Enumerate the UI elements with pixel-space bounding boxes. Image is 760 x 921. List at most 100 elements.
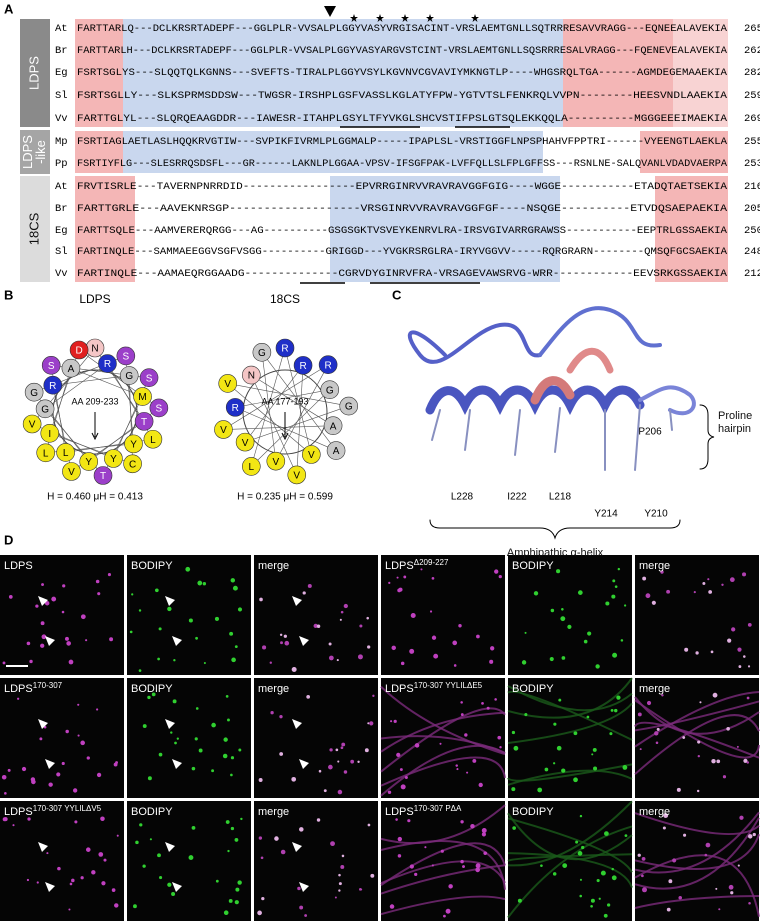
droplet <box>198 748 203 753</box>
droplet <box>743 758 748 763</box>
droplet <box>481 828 487 833</box>
species: Vv <box>55 268 68 280</box>
network <box>380 804 506 845</box>
droplet <box>490 646 495 651</box>
residue-letter: A <box>68 364 75 375</box>
droplet <box>604 831 609 836</box>
droplet <box>486 706 490 710</box>
droplet <box>35 604 39 608</box>
droplet <box>280 641 283 645</box>
droplet <box>97 592 101 596</box>
droplet <box>711 758 716 764</box>
panel-label-sup: 170-307 <box>33 681 63 690</box>
droplet <box>231 657 236 663</box>
droplet <box>335 748 339 752</box>
droplet <box>600 870 606 876</box>
droplet <box>157 657 160 661</box>
arrowhead <box>165 719 175 729</box>
droplet <box>66 641 71 646</box>
residue <box>139 368 159 388</box>
wheel-range: AA 209-233 <box>71 396 118 406</box>
droplet <box>560 616 566 622</box>
droplet <box>710 650 714 654</box>
droplet <box>639 748 642 751</box>
droplet <box>452 640 458 646</box>
wheel-title: 18CS <box>270 292 300 306</box>
droplet <box>460 713 464 716</box>
network <box>507 817 633 873</box>
droplet <box>234 838 239 842</box>
droplet <box>693 591 696 594</box>
droplet <box>372 694 375 697</box>
droplet <box>481 702 484 705</box>
sequence: FSRTSGLLY---SLKSPRMSDDSW---TWGSR-IRSHPLG… <box>77 90 728 102</box>
arrowhead <box>38 596 48 606</box>
panel-label: BODIPY <box>512 560 554 572</box>
droplet <box>660 570 664 574</box>
droplet <box>27 817 31 821</box>
droplet <box>712 692 718 698</box>
droplet <box>211 769 215 773</box>
droplet <box>583 639 588 644</box>
end-position: 212 <box>744 268 760 280</box>
droplet <box>41 634 47 640</box>
arrowhead <box>299 759 309 769</box>
end-position: 282 <box>744 67 760 79</box>
droplet <box>26 641 31 646</box>
droplet <box>133 904 137 909</box>
arrowhead <box>38 842 48 852</box>
residue <box>123 454 142 474</box>
droplet <box>651 600 656 605</box>
wheel-spoke <box>251 374 298 476</box>
panel-label: BODIPY <box>512 806 554 818</box>
arrowhead <box>292 719 302 729</box>
droplet <box>357 760 360 763</box>
droplet <box>513 745 519 751</box>
droplet <box>472 758 477 763</box>
droplet <box>715 887 718 890</box>
residue <box>56 443 75 462</box>
residue-letter: G <box>326 385 334 396</box>
droplet <box>338 882 342 886</box>
droplet <box>257 910 262 916</box>
droplet <box>478 782 483 788</box>
droplet <box>185 566 191 572</box>
residue-letter: V <box>68 467 75 478</box>
droplet <box>596 878 600 883</box>
residue <box>43 375 63 395</box>
residue <box>266 451 286 471</box>
droplet <box>737 864 740 867</box>
droplet <box>95 579 100 584</box>
wheel-spoke <box>251 389 330 467</box>
moment-arrowhead <box>281 432 289 441</box>
droplet <box>101 881 106 886</box>
wheel-spoke <box>284 347 312 455</box>
arrowhead <box>45 636 55 646</box>
panel-label: BODIPY <box>131 560 173 572</box>
arrowhead <box>172 759 182 769</box>
droplet <box>603 913 608 918</box>
micrograph <box>127 678 251 798</box>
droplet <box>291 776 297 782</box>
droplet <box>291 667 297 673</box>
droplet <box>329 748 333 752</box>
droplet <box>337 789 343 795</box>
residue-letter: V <box>242 438 249 449</box>
network <box>634 895 760 909</box>
droplet <box>431 635 437 640</box>
droplet <box>68 908 71 911</box>
droplet <box>695 651 699 655</box>
residue <box>218 374 238 393</box>
droplet <box>728 884 734 890</box>
droplet <box>524 713 528 717</box>
droplet <box>396 576 399 579</box>
droplet <box>367 722 370 725</box>
droplet <box>222 753 228 759</box>
panel-label: merge <box>258 806 289 818</box>
droplet <box>270 711 274 715</box>
sequence: FRVTISRLE---TAVERNPNRRDID---------------… <box>77 181 728 193</box>
residue <box>134 412 154 431</box>
micrograph <box>381 555 505 675</box>
droplet <box>240 817 243 821</box>
residue-letter: G <box>41 405 49 416</box>
